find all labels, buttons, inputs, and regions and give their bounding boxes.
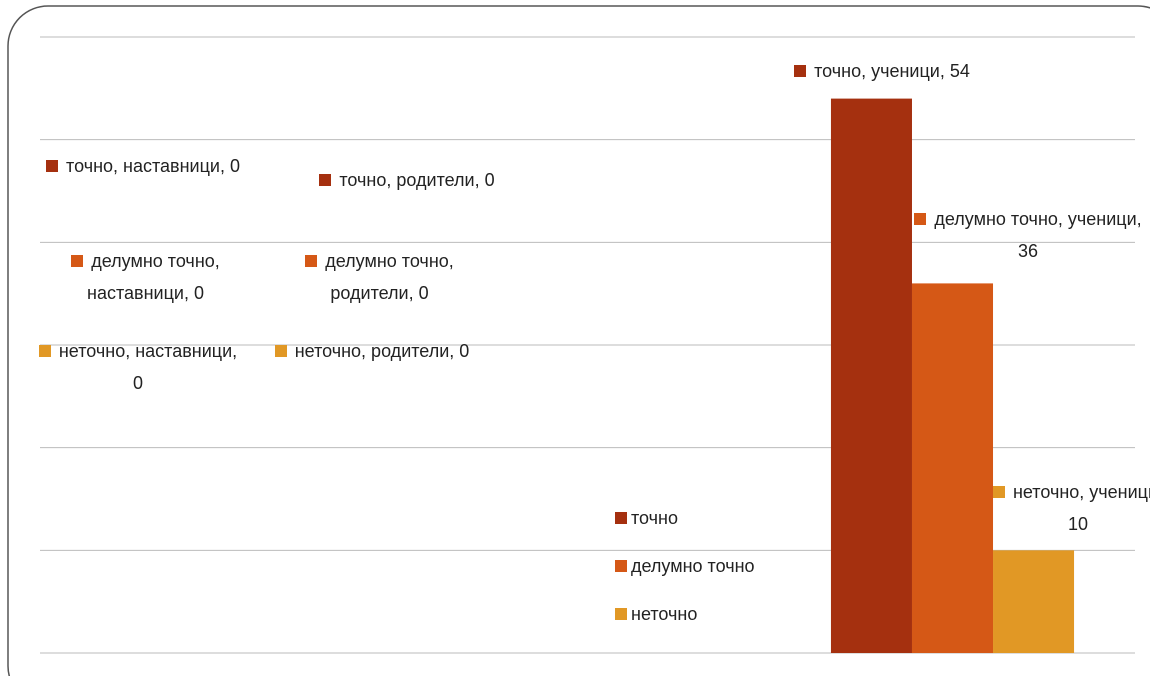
bar: [830, 98, 912, 654]
data-label: делумно точно, наставници, 0: [38, 245, 253, 309]
data-label: делумно точно, родители, 0: [272, 245, 487, 309]
label-text: неточно, родители, 0: [294, 341, 470, 361]
legend-item: точно: [615, 508, 678, 529]
label-text: делумно точно, наставници, 0: [87, 251, 220, 303]
label-text: точно, наставници, 0: [66, 156, 240, 176]
bar: [993, 550, 1075, 653]
label-text: делумно точно, ученици, 36: [934, 209, 1142, 261]
bar: [911, 283, 994, 653]
data-label: делумно точно, ученици, 36: [912, 203, 1144, 267]
data-label: точно, родители, 0: [272, 164, 542, 196]
legend-item: неточно: [615, 604, 697, 625]
label-marker: [319, 174, 332, 186]
label-text: неточно, ученици, 10: [1012, 482, 1150, 534]
legend-swatch: [615, 608, 627, 620]
legend-item: делумно точно: [615, 556, 755, 577]
legend-label: неточно: [631, 604, 698, 624]
label-text: делумно точно, родители, 0: [325, 251, 454, 303]
label-marker: [38, 345, 51, 357]
legend-swatch: [615, 560, 627, 572]
label-marker: [914, 213, 927, 225]
legend-label: делумно точно: [631, 556, 755, 576]
label-text: точно, родители, 0: [339, 170, 495, 190]
legend-label: точно: [631, 508, 678, 528]
label-text: точно, ученици, 54: [814, 61, 970, 81]
label-marker: [46, 160, 59, 172]
label-marker: [274, 345, 287, 357]
data-label: точно, наставници, 0: [38, 150, 248, 182]
label-marker: [794, 65, 807, 77]
label-marker: [305, 255, 318, 267]
data-label: неточно, родители, 0: [272, 335, 472, 367]
data-label: неточно, ученици, 10: [988, 476, 1150, 540]
frame: [7, 5, 1150, 676]
label-text: неточно, наставници, 0: [58, 341, 238, 393]
label-marker: [71, 255, 84, 267]
data-label: неточно, наставници, 0: [38, 335, 238, 399]
data-label: точно, ученици, 54: [752, 55, 1012, 87]
label-marker: [992, 486, 1005, 498]
legend-swatch: [615, 512, 627, 524]
